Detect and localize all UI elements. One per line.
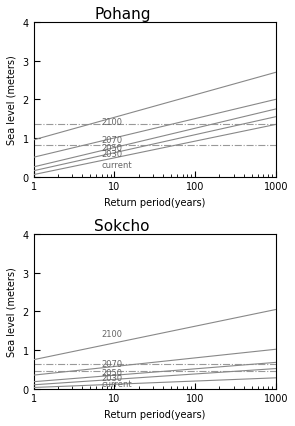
Text: 2030: 2030: [102, 150, 123, 158]
Text: Pohang: Pohang: [94, 7, 151, 22]
Text: 2100: 2100: [102, 118, 123, 127]
X-axis label: Return period(years): Return period(years): [104, 409, 205, 419]
Text: Sokcho: Sokcho: [94, 219, 150, 233]
X-axis label: Return period(years): Return period(years): [104, 198, 205, 207]
Text: current: current: [102, 379, 132, 388]
Text: 2070: 2070: [102, 136, 123, 145]
Text: 2070: 2070: [102, 359, 123, 368]
Y-axis label: Sea level (meters): Sea level (meters): [7, 267, 17, 357]
Text: 2030: 2030: [102, 373, 123, 382]
Text: 2050: 2050: [102, 144, 123, 153]
Text: current: current: [102, 160, 132, 169]
Text: 2100: 2100: [102, 330, 123, 339]
Text: 2050: 2050: [102, 368, 123, 377]
Y-axis label: Sea level (meters): Sea level (meters): [7, 55, 17, 145]
